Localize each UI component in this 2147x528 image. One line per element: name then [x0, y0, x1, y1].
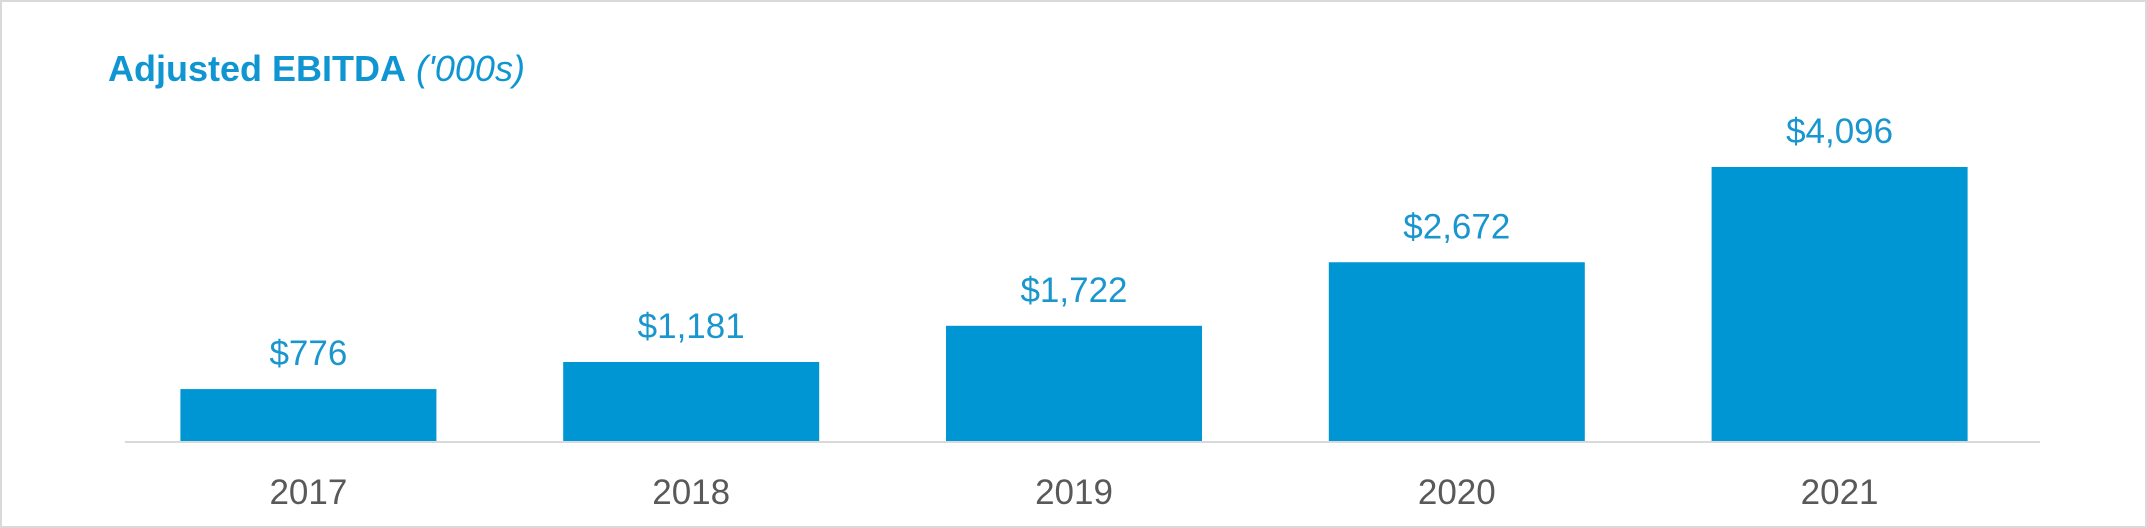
data-labels-group: $776 $1,181 $1,722 $2,672 $4,096: [269, 112, 1893, 373]
data-label-2019: $1,722: [1020, 271, 1127, 310]
x-tick-label-2017: 2017: [269, 473, 347, 512]
x-tick-label-2018: 2018: [652, 473, 730, 512]
bar-2018: [563, 361, 820, 441]
x-tick-label-2021: 2021: [1801, 473, 1879, 512]
bar-2020: [1328, 262, 1585, 441]
data-label-2018: $1,181: [638, 307, 745, 346]
bar-2019: [946, 325, 1202, 441]
chart-title-unit: ('000s): [416, 48, 525, 89]
bar-2017: [180, 389, 437, 441]
chart-title-text: Adjusted EBITDA: [108, 48, 407, 89]
bars-group: [180, 167, 1968, 441]
bar-2021: [1711, 167, 1968, 441]
x-tick-label-2019: 2019: [1035, 473, 1113, 512]
data-label-2017: $776: [269, 334, 347, 373]
x-tick-labels-group: 2017 2018 2019 2020 2021: [269, 473, 1878, 512]
data-label-2021: $4,096: [1786, 112, 1893, 151]
chart-title: Adjusted EBITDA ('000s): [108, 48, 525, 90]
data-label-2020: $2,672: [1403, 207, 1510, 246]
x-tick-label-2020: 2020: [1418, 473, 1496, 512]
